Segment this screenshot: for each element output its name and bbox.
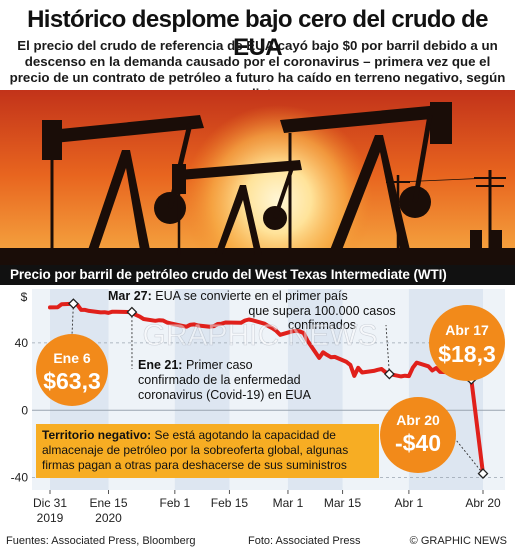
footer-copyright: © GRAPHIC NEWS (409, 535, 507, 547)
negative-note-label: Territorio negativo: (42, 428, 151, 442)
x-tick-label: Dic 31 (33, 496, 67, 510)
x-tick-label: Feb 1 (159, 496, 190, 510)
annotation-mar27-line3: confirmados (288, 318, 356, 332)
leader-line (385, 324, 390, 375)
footer-sources: Fuentes: Associated Press, Bloomberg (6, 535, 196, 547)
annotation-mar27-line1: EUA se convierte en el primer país (152, 289, 348, 303)
callout-abr20-value: -$40 (395, 430, 441, 456)
svg-text:Ene 21: Primer caso: Ene 21: Primer caso (138, 358, 253, 372)
callout-abr17-value: $18,3 (438, 341, 496, 367)
annotation-mar27-label: Mar 27: (108, 289, 152, 303)
callout-abr17-circle (429, 305, 505, 381)
x-tick-label: Feb 15 (211, 496, 249, 510)
annotation-mar27-line2: que supera 100.000 casos (248, 304, 395, 318)
y-axis-ticks: -40 0 40 (11, 336, 29, 485)
callout-ene6-label: Ene 6 (53, 350, 91, 366)
negative-note-box (36, 424, 379, 478)
x-tick-label: Abr 20 (465, 496, 501, 510)
x-tick-label: Abr 1 (395, 496, 424, 510)
callout-abr20-circle (380, 397, 456, 473)
x-tick-label: Mar 1 (273, 496, 304, 510)
wti-price-line (48, 301, 485, 476)
negative-territory-note: Territorio negativo: Se está agotando la… (36, 424, 379, 478)
callout-ene6-value: $63,3 (43, 368, 101, 394)
callout-abr20-label: Abr 20 (396, 412, 440, 428)
callout-abr17: Abr 17 $18,3 (429, 305, 505, 381)
chart-banner: Precio por barril de petróleo crudo del … (0, 265, 515, 285)
leader-line (71, 303, 74, 336)
negative-note-line3: firmas pagan a otras para deshacerse de … (42, 458, 347, 472)
callout-abr20: Abr 20 -$40 (380, 397, 456, 473)
annotation-ene21-line3: coronavirus (Covid-19) en EUA (138, 388, 312, 402)
watermark-text: GRAPHIC NEWS (142, 319, 377, 352)
sunset-pumpjack-illustration (0, 90, 515, 280)
callout-abr17-label: Abr 17 (445, 322, 489, 338)
footer-photo-credit: Foto: Associated Press (248, 535, 361, 547)
x-tick-label: Ene 15 (89, 496, 127, 510)
negative-note-line1: Se está agotando la capacidad de (151, 428, 336, 442)
leader-line (451, 434, 484, 474)
y-tick-label: -40 (11, 471, 29, 485)
event-marker (126, 306, 138, 318)
x-tick-sublabel: 2019 (37, 511, 64, 525)
annotation-ene21: Ene 21: Primer caso confirmado de la enf… (138, 358, 312, 402)
annotation-ene21-line1: Primer caso (182, 358, 252, 372)
page-title: Histórico desplome bajo cero del crudo d… (27, 6, 488, 61)
annotation-ene21-line2: confirmado de la enfermedad (138, 373, 301, 387)
callout-ene6: Ene 6 $63,3 (36, 334, 108, 406)
callout-ene6-circle (36, 334, 108, 406)
negative-note-line2: almacenaje de petróleo por la sobreofert… (42, 443, 348, 457)
y-tick-label: 40 (15, 336, 29, 350)
x-tick-sublabel: 2020 (95, 511, 122, 525)
oil-pumpjack-photo (0, 90, 515, 280)
footer: Fuentes: Associated Press, Bloomberg Fot… (0, 531, 515, 553)
annotation-mar27: Mar 27: EUA se convierte en el primer pa… (108, 289, 396, 332)
y-tick-label: 0 (21, 403, 28, 417)
y-axis-unit-label: $ (21, 290, 28, 304)
event-marker (383, 368, 395, 380)
annotation-ene21-label: Ene 21: (138, 358, 182, 372)
event-marker (67, 298, 79, 310)
x-tick-label: Mar 15 (324, 496, 362, 510)
svg-text:Territorio negativo: Se está a: Territorio negativo: Se está agotando la… (42, 428, 336, 442)
event-marker (477, 468, 489, 480)
svg-text:Mar 27: EUA se convierte en el: Mar 27: EUA se convierte en el primer pa… (108, 289, 348, 303)
